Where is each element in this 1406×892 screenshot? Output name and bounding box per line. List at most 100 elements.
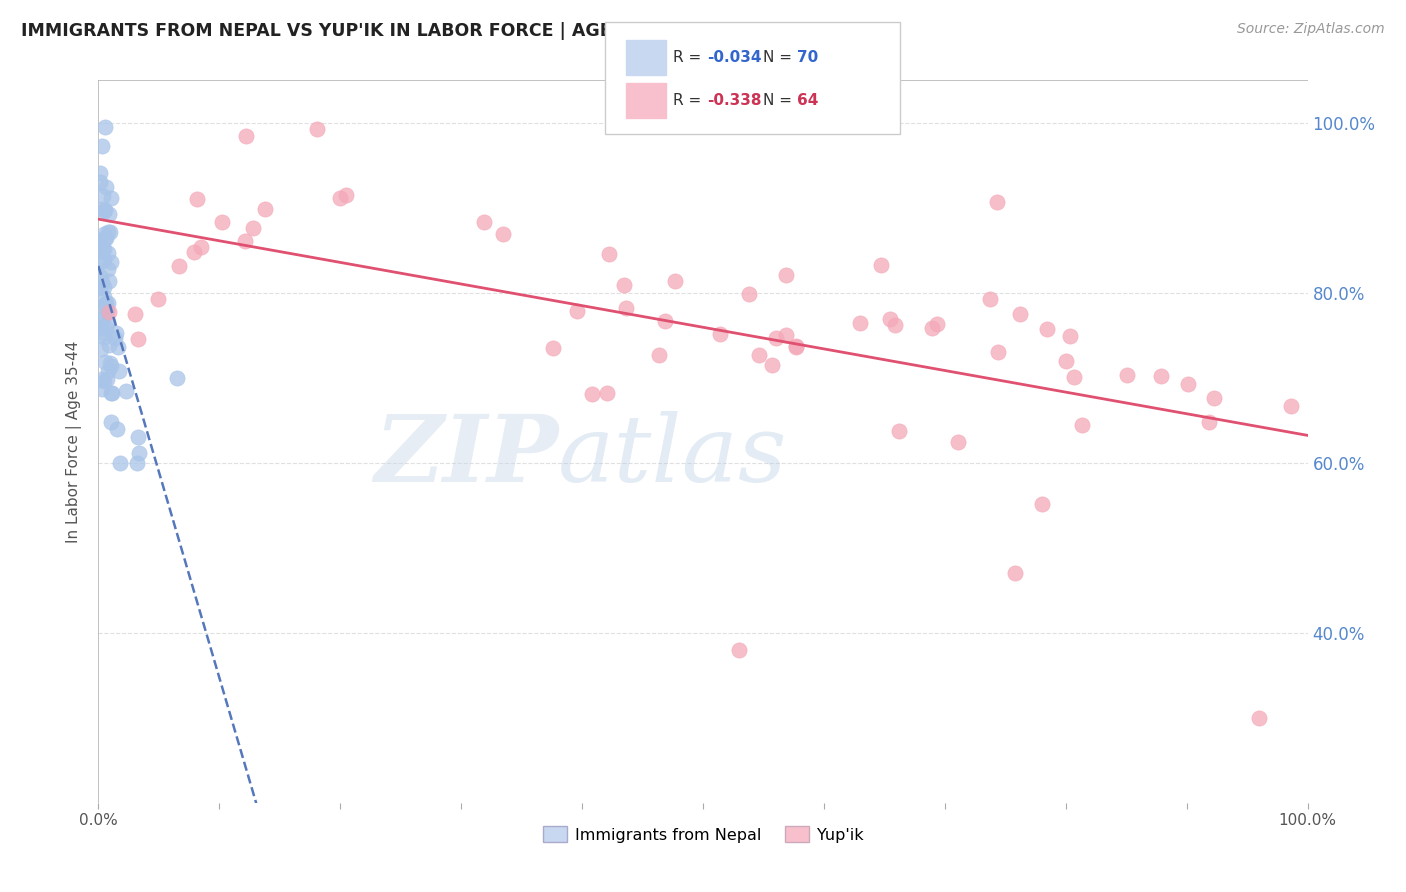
- Point: [90, 319, 112, 334]
- Point: [96, 364, 118, 378]
- Point: [166, 371, 188, 385]
- Point: [235, 128, 257, 143]
- Text: N =: N =: [763, 93, 797, 108]
- Text: N =: N =: [763, 50, 797, 65]
- Point: [148, 293, 170, 307]
- Point: [925, 317, 948, 331]
- Point: [654, 314, 676, 328]
- Point: [472, 215, 495, 229]
- Point: [849, 317, 872, 331]
- Point: [91, 189, 114, 203]
- Point: [94, 354, 117, 368]
- Point: [709, 326, 731, 341]
- Point: [91, 311, 114, 326]
- Point: [97, 246, 120, 260]
- Legend: Immigrants from Nepal, Yup'ik: Immigrants from Nepal, Yup'ik: [536, 820, 870, 849]
- Y-axis label: In Labor Force | Age 35-44: In Labor Force | Age 35-44: [66, 341, 83, 542]
- Point: [115, 384, 138, 398]
- Point: [1177, 377, 1199, 392]
- Point: [98, 356, 121, 370]
- Point: [101, 385, 124, 400]
- Point: [946, 435, 969, 450]
- Point: [233, 234, 256, 248]
- Text: R =: R =: [673, 50, 707, 65]
- Point: [100, 415, 122, 429]
- Point: [211, 215, 233, 229]
- Text: -0.034: -0.034: [707, 50, 762, 65]
- Point: [186, 192, 208, 206]
- Point: [883, 318, 905, 332]
- Point: [190, 240, 212, 254]
- Point: [98, 225, 121, 239]
- Point: [921, 321, 943, 335]
- Text: 64: 64: [797, 93, 818, 108]
- Point: [979, 292, 1001, 306]
- Point: [93, 252, 115, 267]
- Point: [870, 258, 893, 272]
- Point: [100, 255, 122, 269]
- Point: [737, 287, 759, 301]
- Point: [169, 259, 191, 273]
- Point: [1249, 711, 1271, 725]
- Point: [128, 446, 150, 460]
- Point: [1008, 307, 1031, 321]
- Text: Source: ZipAtlas.com: Source: ZipAtlas.com: [1237, 22, 1385, 37]
- Point: [97, 262, 120, 277]
- Point: [94, 231, 117, 245]
- Point: [775, 328, 797, 343]
- Point: [107, 341, 129, 355]
- Point: [254, 202, 277, 216]
- Point: [728, 642, 751, 657]
- Point: [90, 239, 112, 253]
- Point: [100, 385, 122, 400]
- Point: [1116, 368, 1139, 383]
- Point: [91, 138, 114, 153]
- Point: [242, 220, 264, 235]
- Point: [879, 312, 901, 326]
- Point: [89, 175, 111, 189]
- Point: [91, 244, 114, 258]
- Point: [1071, 418, 1094, 433]
- Point: [96, 372, 118, 386]
- Point: [94, 297, 117, 311]
- Point: [90, 372, 112, 386]
- Point: [98, 207, 121, 221]
- Point: [93, 227, 115, 241]
- Point: [89, 255, 111, 269]
- Point: [664, 274, 686, 288]
- Point: [581, 386, 603, 401]
- Point: [104, 331, 127, 345]
- Point: [96, 295, 118, 310]
- Point: [1063, 369, 1085, 384]
- Point: [335, 187, 357, 202]
- Point: [90, 242, 112, 256]
- Point: [91, 326, 114, 340]
- Point: [127, 332, 149, 346]
- Point: [748, 348, 770, 362]
- Text: IMMIGRANTS FROM NEPAL VS YUP'IK IN LABOR FORCE | AGE 35-44 CORRELATION CHART: IMMIGRANTS FROM NEPAL VS YUP'IK IN LABOR…: [21, 22, 889, 40]
- Point: [1036, 321, 1059, 335]
- Point: [107, 363, 129, 377]
- Text: ZIP: ZIP: [374, 411, 558, 501]
- Point: [785, 340, 807, 354]
- Point: [105, 326, 128, 341]
- Point: [97, 304, 120, 318]
- Point: [124, 307, 146, 321]
- Point: [1204, 392, 1226, 406]
- Point: [89, 268, 111, 283]
- Point: [1031, 497, 1053, 511]
- Point: [94, 202, 117, 217]
- Point: [492, 227, 515, 241]
- Point: [96, 303, 118, 318]
- Point: [1279, 399, 1302, 413]
- Text: -0.338: -0.338: [707, 93, 762, 108]
- Point: [89, 243, 111, 257]
- Point: [93, 374, 115, 388]
- Point: [1004, 566, 1026, 581]
- Point: [94, 120, 117, 134]
- Point: [97, 295, 120, 310]
- Point: [127, 430, 149, 444]
- Point: [100, 359, 122, 374]
- Point: [97, 225, 120, 239]
- Text: atlas: atlas: [558, 411, 787, 501]
